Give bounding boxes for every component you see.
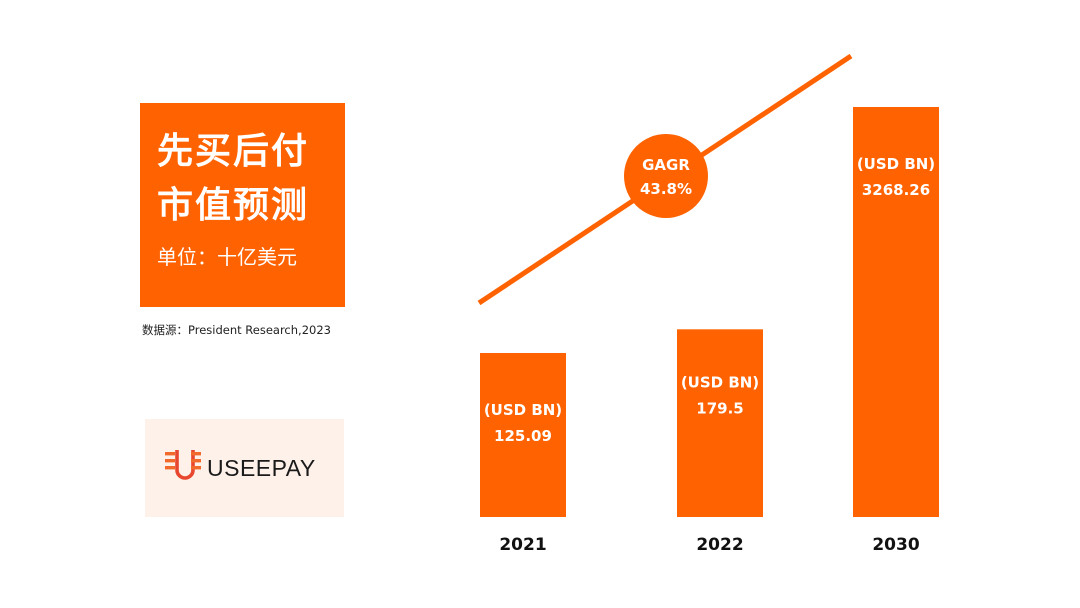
bar-unit-label: (USD BN) xyxy=(484,401,562,419)
gagr-circle xyxy=(624,134,708,218)
logo-text: USEEPAY xyxy=(207,455,316,481)
logo-box: USEEPAY xyxy=(145,419,344,517)
bar-unit-label: (USD BN) xyxy=(681,373,759,391)
x-tick-label: 2030 xyxy=(872,535,919,555)
title-line-1: 先买后付 xyxy=(157,131,310,172)
bar-value-label: 125.09 xyxy=(494,427,552,445)
gagr-value: 43.8% xyxy=(640,180,692,198)
useepay-u-logo-icon xyxy=(165,450,201,480)
bar-2030 xyxy=(853,107,939,517)
title-box: 先买后付 市值预测 单位：十亿美元 xyxy=(140,103,345,307)
bar-2021 xyxy=(480,353,566,517)
bar-value-label: 179.5 xyxy=(696,399,743,417)
title-line-2: 市值预测 xyxy=(157,185,310,226)
bar-value-label: 3268.26 xyxy=(862,181,930,199)
unit-label: 单位：十亿美元 xyxy=(157,245,297,269)
bar-2022 xyxy=(677,329,763,517)
x-tick-label: 2022 xyxy=(696,535,743,555)
gagr-label: GAGR xyxy=(642,156,690,174)
data-source: 数据源：President Research,2023 xyxy=(142,323,331,337)
bar-unit-label: (USD BN) xyxy=(857,155,935,173)
x-tick-label: 2021 xyxy=(499,535,546,555)
